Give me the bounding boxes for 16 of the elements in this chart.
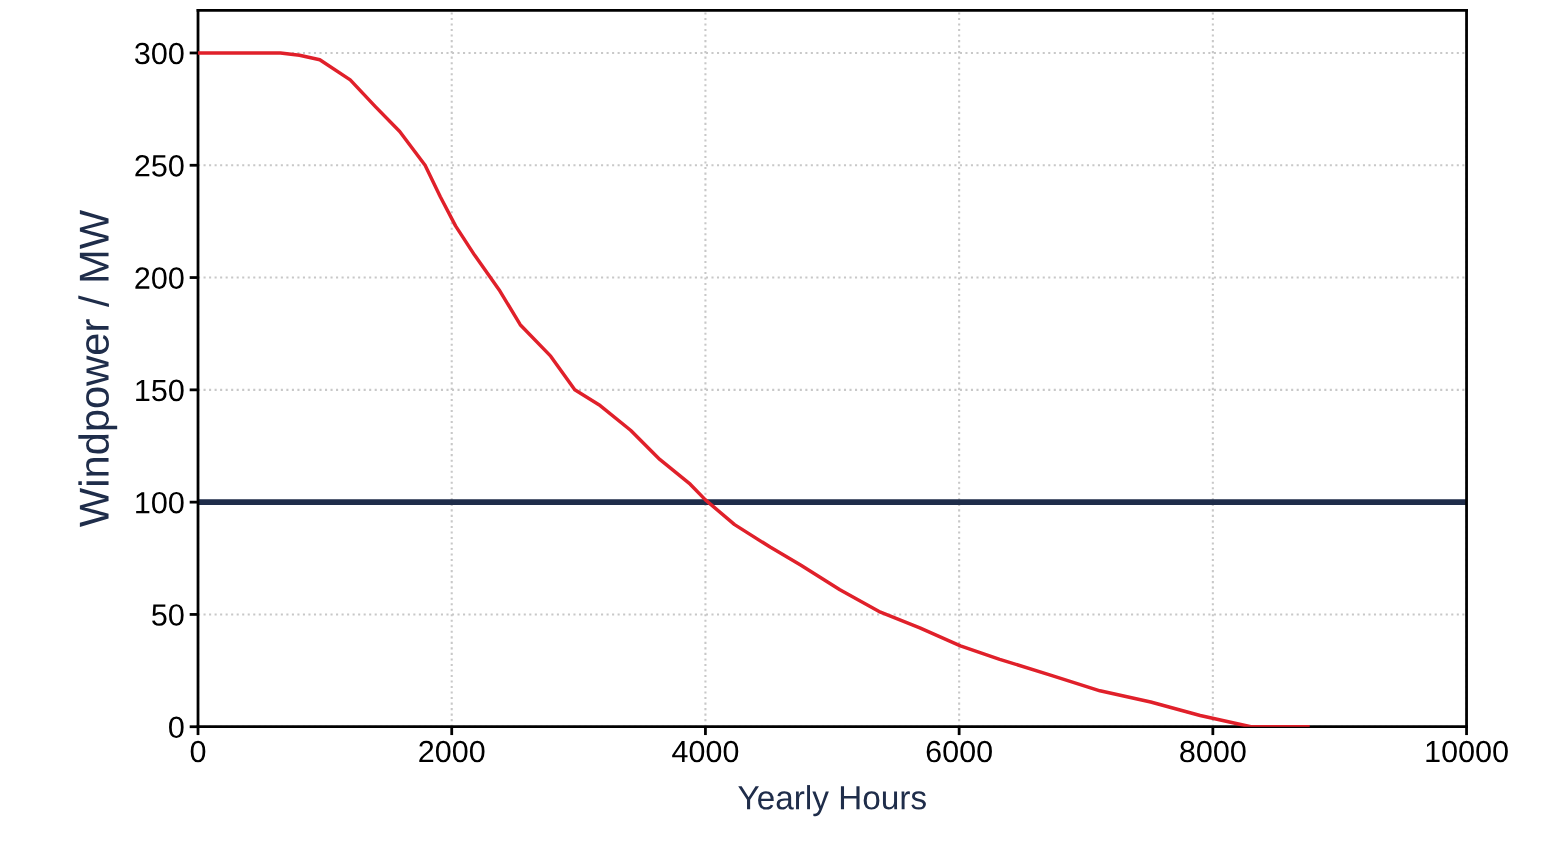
y-tick-label: 300 bbox=[135, 42, 184, 65]
y-axis-title: Windpower / MW bbox=[78, 210, 118, 527]
y-tick-label: 200 bbox=[135, 267, 184, 289]
y-tick-label: 100 bbox=[136, 491, 184, 514]
x-tick-label: 10000 bbox=[1426, 740, 1508, 763]
x-tick-label: 6000 bbox=[926, 740, 992, 763]
x-tick-label: 2000 bbox=[419, 740, 485, 763]
x-tick-label: 0 bbox=[190, 740, 206, 763]
line-series bbox=[198, 51, 1310, 727]
x-tick-label: 8000 bbox=[1180, 740, 1246, 763]
x-axis-title: Yearly Hours bbox=[738, 785, 926, 817]
y-tick-label: 50 bbox=[152, 604, 184, 626]
x-tick-label: 4000 bbox=[672, 740, 739, 763]
y-tick-label: 150 bbox=[136, 379, 184, 402]
y-tick-label: 250 bbox=[135, 155, 184, 177]
y-tick-label: 0 bbox=[169, 716, 184, 739]
